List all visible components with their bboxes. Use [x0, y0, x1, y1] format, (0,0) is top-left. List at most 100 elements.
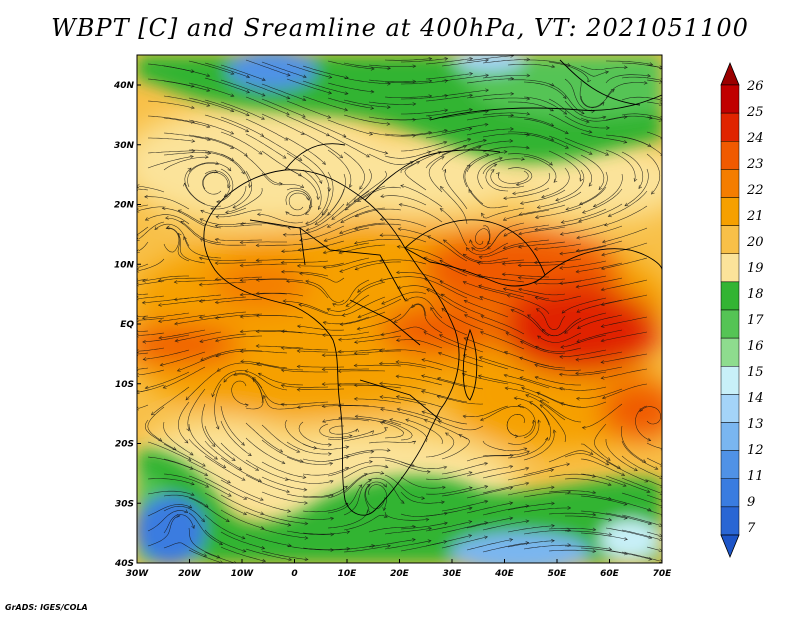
streamline: [507, 64, 555, 68]
streamline: [323, 242, 370, 254]
streamline-arrow: [526, 132, 531, 137]
streamline: [466, 487, 513, 499]
streamline-arrow: [302, 74, 307, 79]
streamline: [368, 484, 388, 511]
streamline-arrow: [553, 178, 558, 183]
warm-max-far-east: [600, 380, 662, 440]
streamline: [220, 405, 245, 446]
streamline-arrow: [479, 295, 484, 300]
streamline-arrow: [252, 377, 256, 381]
streamline: [507, 167, 533, 186]
streamline: [245, 548, 292, 561]
streamline-arrow: [485, 88, 489, 93]
streamline-arrow: [560, 345, 565, 349]
streamline-arrow: [338, 250, 343, 255]
streamline-arrow: [242, 549, 247, 553]
streamline-arrow: [262, 558, 267, 563]
streamline: [327, 134, 370, 158]
streamline: [174, 294, 222, 300]
streamline-arrow: [487, 240, 491, 245]
streamline-arrow: [476, 261, 481, 266]
streamline: [478, 285, 525, 298]
streamline-arrow: [575, 284, 580, 289]
streamline: [137, 367, 149, 370]
streamline-arrow: [416, 161, 421, 165]
streamline: [379, 396, 427, 406]
streamline-arrow: [545, 437, 549, 442]
streamline-arrow: [211, 443, 216, 447]
streamline: [466, 151, 508, 173]
streamline-arrow: [541, 194, 545, 199]
streamline-arrow: [206, 73, 211, 78]
streamline-arrow: [207, 151, 212, 155]
streamline: [605, 82, 648, 99]
streamline: [576, 299, 623, 313]
streamline-arrow: [468, 534, 473, 538]
streamline-arrow: [137, 184, 140, 189]
streamline: [354, 223, 402, 230]
streamline-arrow: [515, 182, 520, 187]
streamline-arrow: [503, 150, 508, 154]
streamline-arrow: [559, 402, 564, 406]
streamline: [204, 477, 247, 500]
streamline-arrow: [174, 321, 178, 326]
streamline-arrow: [442, 239, 447, 244]
streamline-arrow: [638, 185, 643, 189]
streamline-arrow: [549, 161, 553, 166]
streamline-arrow: [214, 277, 219, 282]
streamline: [507, 153, 553, 166]
streamline: [327, 60, 375, 70]
streamline: [384, 474, 425, 499]
streamline-arrow: [204, 155, 209, 159]
streamline: [302, 531, 350, 535]
streamline-arrow: [523, 447, 528, 452]
streamline: [646, 531, 660, 536]
streamline: [482, 467, 529, 479]
streamline-arrow: [411, 304, 416, 309]
streamline-arrow: [214, 224, 219, 229]
streamline-arrow: [144, 194, 148, 199]
streamline: [261, 172, 304, 188]
streamline: [147, 115, 195, 123]
streamline: [340, 207, 386, 223]
streamline-arrow: [551, 524, 555, 528]
streamline: [439, 260, 484, 279]
colorbar-box: [720, 281, 740, 311]
streamline-arrow: [328, 452, 332, 456]
streamline: [297, 325, 345, 331]
streamline-arrow: [165, 225, 170, 230]
streamline-arrow: [338, 416, 342, 420]
streamline: [174, 316, 222, 325]
streamline: [158, 329, 206, 339]
streamline: [177, 353, 222, 372]
streamline: [621, 529, 660, 540]
streamline: [338, 405, 386, 409]
lat-tick-label: 20S: [115, 440, 134, 450]
streamline: [466, 539, 513, 551]
streamline-arrow: [261, 545, 266, 550]
streamline: [425, 109, 473, 117]
streamline-arrow: [379, 395, 384, 399]
streamline-arrow: [144, 385, 149, 390]
streamline: [503, 187, 550, 199]
streamline-arrow: [345, 303, 350, 307]
streamline-arrow: [644, 479, 649, 483]
streamline-arrow: [576, 235, 581, 240]
streamline: [507, 131, 554, 141]
streamline-arrow: [650, 190, 655, 195]
streamline: [252, 377, 288, 406]
streamline: [441, 139, 487, 156]
streamline-arrow: [592, 474, 596, 478]
streamline: [479, 356, 525, 372]
streamline-arrow: [191, 139, 196, 143]
streamline-arrow: [332, 303, 337, 307]
streamline-arrow: [428, 526, 432, 531]
streamline: [396, 272, 443, 282]
streamline: [368, 153, 414, 165]
streamline-arrow: [353, 340, 358, 344]
streamline-arrow: [526, 73, 531, 78]
streamline-arrow: [211, 393, 215, 398]
streamline: [138, 347, 165, 352]
colorbar-level-label: 15: [747, 365, 764, 380]
streamline: [338, 348, 386, 352]
